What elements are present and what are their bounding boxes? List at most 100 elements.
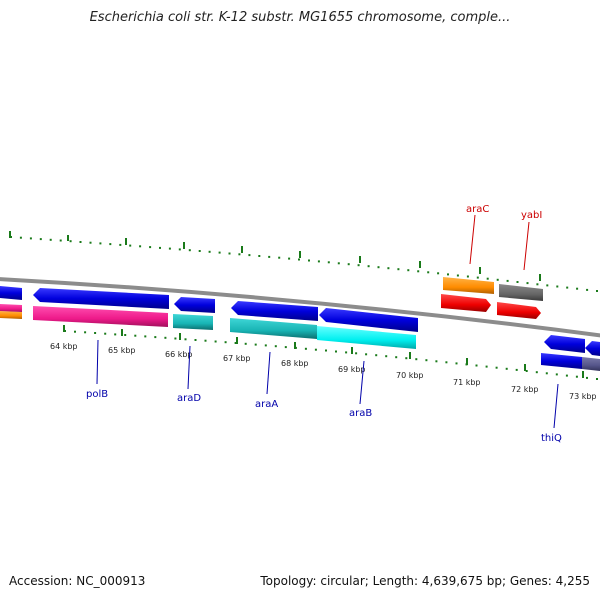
minor-tick-dot: [284, 346, 287, 349]
minor-tick-dot: [415, 358, 418, 361]
cds-feature-left-edge-pink[interactable]: [0, 304, 22, 312]
minor-tick-dot: [327, 261, 330, 264]
minor-tick-dot: [218, 251, 221, 254]
gene-feature-thiq[interactable]: [544, 335, 585, 353]
minor-tick-dot: [268, 255, 271, 258]
gene-label-thiq[interactable]: thiQ: [541, 433, 562, 444]
minor-tick-dot: [317, 260, 320, 263]
minor-tick-dot: [377, 266, 380, 269]
cds-feature-yabi[interactable]: [497, 302, 541, 319]
minor-tick-dot: [49, 238, 52, 241]
minor-tick-dot: [124, 334, 127, 336]
minor-tick-dot: [304, 347, 307, 350]
minor-tick-dot: [596, 290, 598, 292]
gene-feature-arad[interactable]: [174, 297, 215, 313]
minor-tick-dot: [496, 278, 499, 281]
minor-tick-dot: [244, 342, 247, 345]
minor-tick-dot: [99, 242, 102, 245]
minor-tick-dot: [447, 273, 449, 276]
gene-feature-left-edge[interactable]: [0, 286, 22, 300]
minor-tick-dot: [456, 274, 459, 277]
minor-tick-dot: [59, 239, 62, 242]
minor-tick-dot: [228, 252, 231, 255]
scale-tick-label: 66 kbp: [165, 350, 193, 359]
minor-tick-dot: [515, 368, 518, 371]
minor-tick-dot: [325, 349, 327, 352]
minor-tick-dot: [367, 265, 370, 268]
minor-tick-dot: [139, 245, 142, 248]
minor-tick-dot: [104, 332, 107, 335]
minor-tick-dot: [278, 256, 281, 259]
cds-feature-thiq[interactable]: [541, 353, 582, 369]
minor-tick-dot: [405, 357, 408, 360]
minor-tick-dots: [10, 236, 598, 292]
cds-feature-arac[interactable]: [441, 294, 491, 312]
scale-tick-label: 65 kbp: [108, 346, 136, 355]
minor-tick-dot: [525, 370, 528, 372]
scale-tick-label: 72 kbp: [511, 385, 539, 394]
minor-tick-dot: [465, 363, 468, 366]
minor-tick-dot: [174, 337, 177, 340]
forward-features: [441, 277, 543, 319]
minor-tick-dot: [84, 331, 87, 334]
gene-label-arac[interactable]: araC: [466, 204, 489, 215]
scale-tick-label: 70 kbp: [396, 371, 424, 380]
gene-feature-arab[interactable]: [319, 308, 418, 332]
minor-tick-dot: [466, 275, 469, 278]
scale-tick-label: 64 kbp: [50, 342, 78, 351]
minor-tick-dot: [476, 276, 479, 279]
minor-tick-dot: [475, 364, 478, 367]
minor-tick-dot: [445, 361, 448, 364]
leader-line-arac: [469, 214, 476, 265]
scale-tick-label: 71 kbp: [453, 378, 481, 387]
minor-tick-dot: [184, 338, 187, 341]
cds-feature-right-edge[interactable]: [582, 357, 600, 371]
minor-tick-dot: [188, 249, 191, 252]
cds-feature-araa[interactable]: [230, 318, 317, 339]
minor-tick-dot: [294, 346, 297, 349]
minor-tick-dot: [427, 271, 430, 274]
minor-tick-dot: [375, 354, 378, 357]
minor-tick-dot: [194, 339, 197, 341]
minor-tick-dot: [535, 371, 538, 374]
gene-feature-right-edge[interactable]: [585, 341, 600, 356]
gene-feature-arac[interactable]: [443, 277, 494, 294]
minor-tick-dot: [365, 353, 368, 356]
minor-tick-dot: [109, 243, 112, 246]
minor-tick-dot: [29, 237, 32, 240]
scale-tick-label: 67 kbp: [223, 354, 251, 363]
topology-summary: Topology: circular; Length: 4,639,675 bp…: [260, 574, 590, 588]
minor-tick-dot: [337, 262, 340, 265]
leader-line-araa: [266, 351, 271, 395]
accession-label: Accession: NC_000913: [9, 574, 146, 588]
minor-tick-dot: [224, 341, 227, 344]
minor-tick-dot: [10, 236, 12, 238]
minor-tick-dot: [397, 268, 400, 271]
gene-feature-araa[interactable]: [231, 301, 318, 321]
cds-feature-left-edge-orange[interactable]: [0, 311, 22, 319]
gene-label-arab[interactable]: araB: [349, 408, 372, 419]
minor-tick-dot: [159, 246, 161, 249]
minor-tick-dots: [64, 330, 598, 380]
minor-tick-dot: [357, 264, 360, 267]
minor-tick-dot: [204, 339, 207, 342]
minor-tick-dot: [258, 255, 261, 257]
minor-tick-dot: [355, 352, 358, 355]
map-title: Escherichia coli str. K-12 substr. MG165…: [89, 10, 511, 25]
gene-label-araa[interactable]: araA: [255, 399, 278, 410]
cds-feature-polb[interactable]: [33, 306, 168, 327]
minor-tick-dot: [149, 246, 152, 249]
gene-label-polb[interactable]: polB: [86, 389, 108, 400]
minor-tick-dot: [264, 344, 267, 347]
gene-label-arad[interactable]: araD: [177, 393, 201, 404]
minor-tick-dot: [545, 372, 548, 375]
gene-label-yabi[interactable]: yabI: [521, 210, 542, 221]
gene-feature-polb[interactable]: [33, 288, 169, 309]
minor-tick-dot: [546, 284, 549, 287]
cds-feature-arab[interactable]: [317, 326, 416, 349]
minor-tick-dot: [345, 351, 348, 354]
reverse-gene-features: [0, 286, 600, 356]
cds-feature-arad[interactable]: [173, 314, 213, 330]
gene-feature-yabi[interactable]: [499, 284, 543, 301]
